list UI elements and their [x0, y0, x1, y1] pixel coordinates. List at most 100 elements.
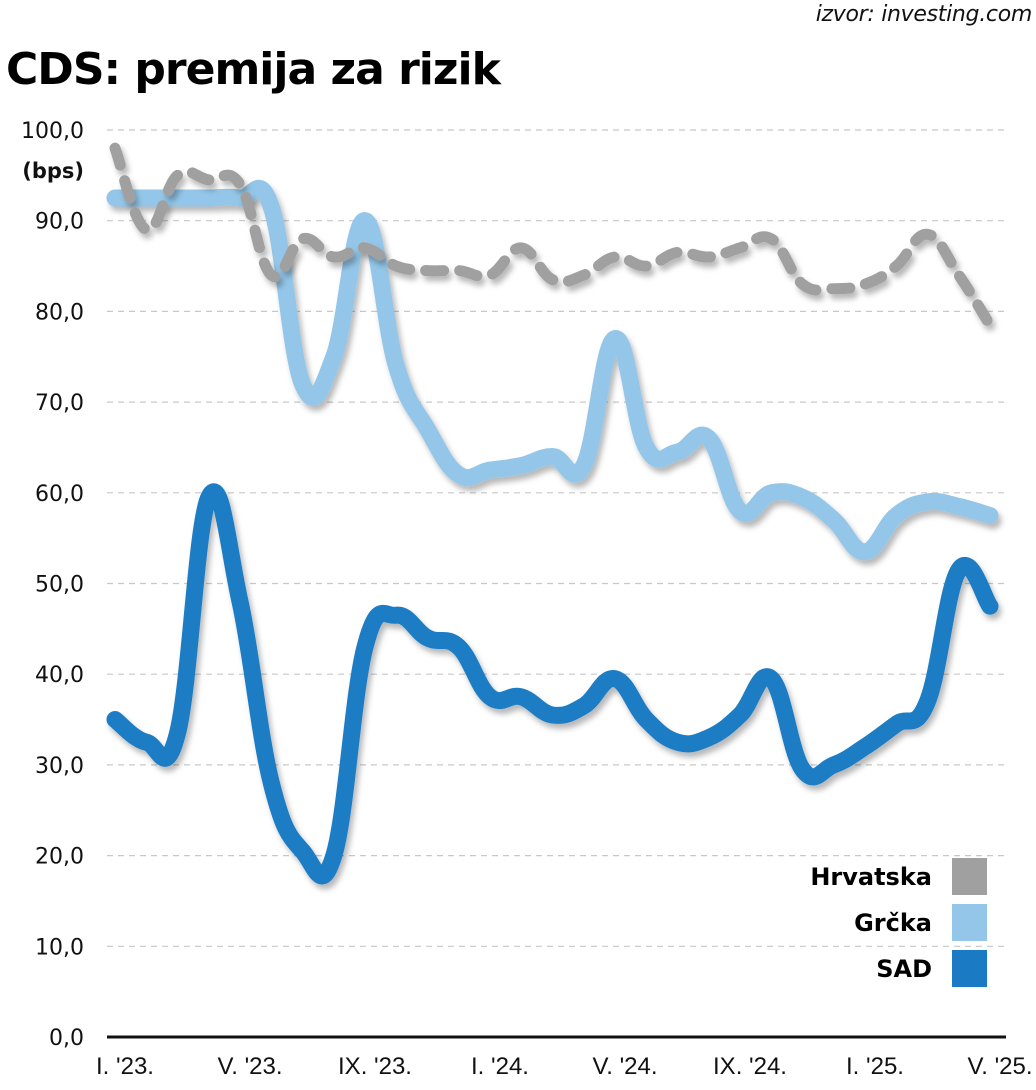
data-point-sad: [582, 704, 586, 708]
data-point-sad: [144, 740, 148, 744]
data-point-sad: [894, 722, 898, 726]
data-point-grcka: [551, 455, 555, 459]
y-tick-label: 70,0: [35, 391, 84, 416]
y-axis-unit: (bps): [22, 159, 84, 183]
legend-label-sad: SAD: [876, 955, 932, 983]
legend-label-hrvatska: Hrvatska: [810, 863, 932, 891]
x-tick-label: V. '25.: [967, 1053, 1032, 1080]
data-point-sad: [613, 677, 617, 681]
data-point-hrvatska: [863, 282, 867, 286]
data-point-hrvatska: [488, 273, 492, 277]
y-tick-label: 0,0: [49, 1026, 84, 1051]
x-tick-label: V. '24.: [592, 1053, 657, 1080]
data-point-grcka: [926, 500, 930, 504]
data-point-hrvatska: [301, 237, 305, 241]
y-tick-label: 60,0: [35, 482, 84, 507]
source-label: izvor: investing.com: [815, 2, 1033, 27]
data-point-grcka: [113, 196, 117, 200]
data-point-grcka: [519, 464, 523, 468]
data-point-hrvatska: [269, 273, 273, 277]
y-tick-label: 30,0: [35, 754, 84, 779]
data-point-sad: [113, 718, 117, 722]
data-point-grcka: [582, 464, 586, 468]
data-point-hrvatska: [426, 269, 430, 273]
y-tick-label: 100,0: [21, 119, 84, 144]
data-point-hrvatska: [738, 246, 742, 250]
data-point-hrvatska: [551, 278, 555, 282]
series-group: [106, 142, 999, 885]
data-point-hrvatska: [613, 255, 617, 259]
series-line-hrvatska: [109, 142, 996, 331]
data-point-grcka: [801, 495, 805, 499]
data-point-grcka: [738, 509, 742, 513]
legend-swatch-hrvatska: [952, 858, 987, 895]
x-tick-label: IX. '24.: [713, 1053, 787, 1080]
data-point-hrvatska: [394, 264, 398, 268]
data-point-hrvatska: [957, 273, 961, 277]
x-tick-label: I. '25.: [846, 1053, 904, 1080]
data-point-sad: [863, 745, 867, 749]
data-point-hrvatska: [926, 232, 930, 236]
data-point-grcka: [613, 337, 617, 341]
data-point-sad: [207, 495, 211, 499]
data-point-grcka: [457, 473, 461, 477]
x-axis-ticks: I. '23. V. '23. IX. '23. I. '24. V. '24. IX. …: [96, 1053, 1033, 1080]
data-point-sad: [519, 695, 523, 699]
data-point-hrvatska: [113, 146, 117, 150]
legend-swatch-sad: [952, 950, 987, 987]
data-point-sad: [394, 613, 398, 617]
data-point-grcka: [426, 427, 430, 431]
data-point-grcka: [863, 550, 867, 554]
data-point-grcka: [301, 382, 305, 386]
data-point-grcka: [769, 491, 773, 495]
data-point-sad: [644, 718, 648, 722]
data-point-grcka: [676, 450, 680, 454]
data-point-sad: [426, 636, 430, 640]
data-point-hrvatska: [363, 246, 367, 250]
data-point-sad: [707, 736, 711, 740]
data-point-grcka: [832, 518, 836, 522]
data-point-hrvatska: [332, 255, 336, 259]
data-point-grcka: [176, 196, 180, 200]
data-point-hrvatska: [707, 255, 711, 259]
data-point-sad: [488, 695, 492, 699]
x-tick-label: I. '23.: [96, 1053, 154, 1080]
legend-label-grcka: Grčka: [854, 909, 932, 937]
data-point-hrvatska: [676, 250, 680, 254]
data-point-grcka: [957, 504, 961, 508]
legend: Hrvatska Grčka SAD: [810, 858, 987, 987]
data-point-hrvatska: [894, 264, 898, 268]
data-point-hrvatska: [832, 287, 836, 291]
data-point-sad: [957, 568, 961, 572]
data-point-sad: [176, 731, 180, 735]
y-tick-label: 10,0: [35, 935, 84, 960]
data-point-grcka: [644, 445, 648, 449]
data-point-grcka: [488, 468, 492, 472]
data-point-sad: [738, 713, 742, 717]
data-point-hrvatska: [238, 182, 242, 186]
data-point-hrvatska: [801, 282, 805, 286]
chart-title: CDS: premija za rizik: [6, 44, 501, 95]
data-point-grcka: [894, 513, 898, 517]
data-point-grcka: [207, 196, 211, 200]
data-point-hrvatska: [457, 269, 461, 273]
data-point-grcka: [269, 205, 273, 209]
data-point-sad: [301, 849, 305, 853]
x-tick-label: V. '23.: [217, 1053, 282, 1080]
data-point-hrvatska: [144, 228, 148, 232]
x-tick-label: I. '24.: [471, 1053, 529, 1080]
data-point-hrvatska: [207, 178, 211, 182]
data-point-grcka: [144, 196, 148, 200]
data-point-sad: [832, 763, 836, 767]
data-point-sad: [551, 713, 555, 717]
y-tick-label: 40,0: [35, 663, 84, 688]
y-tick-label: 20,0: [35, 845, 84, 870]
data-point-sad: [457, 645, 461, 649]
data-point-sad: [676, 740, 680, 744]
data-point-grcka: [988, 513, 992, 517]
y-tick-label: 80,0: [35, 300, 84, 325]
data-point-sad: [769, 677, 773, 681]
data-point-grcka: [332, 355, 336, 359]
data-point-grcka: [707, 436, 711, 440]
